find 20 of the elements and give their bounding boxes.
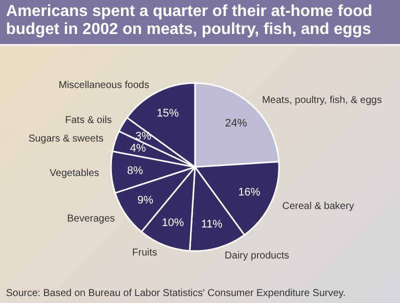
data-label: 4% bbox=[130, 142, 146, 154]
slice-label: Cereal & bakery bbox=[282, 201, 354, 212]
chart-title: Americans spent a quarter of their at-home food budget in 2002 on meats, poultry, fish, and eggs bbox=[0, 0, 400, 46]
source-note: Source: Based on Bureau of Labor Statistics' Consumer Expenditure Survey. bbox=[5, 288, 347, 299]
slice-label: Miscellaneous foods bbox=[58, 80, 150, 92]
slice-label: Fats & oils bbox=[65, 115, 112, 126]
slice-label: Fruits bbox=[132, 248, 158, 259]
slice-label: Vegetables bbox=[50, 168, 100, 179]
data-label: 11% bbox=[201, 218, 223, 231]
data-label: 3% bbox=[135, 130, 152, 142]
data-label: 10% bbox=[162, 216, 184, 229]
data-label: 9% bbox=[137, 194, 154, 207]
data-label: 8% bbox=[127, 164, 144, 177]
slice-label: Beverages bbox=[67, 214, 115, 225]
data-label: 15% bbox=[156, 108, 179, 120]
slice-label: Dairy products bbox=[224, 250, 290, 262]
slice-label: Sugars & sweets bbox=[28, 134, 104, 145]
slice-label: Meats, poultry, fish, & eggs bbox=[262, 94, 382, 106]
data-label: 24% bbox=[225, 117, 248, 130]
data-label: 16% bbox=[238, 186, 261, 199]
